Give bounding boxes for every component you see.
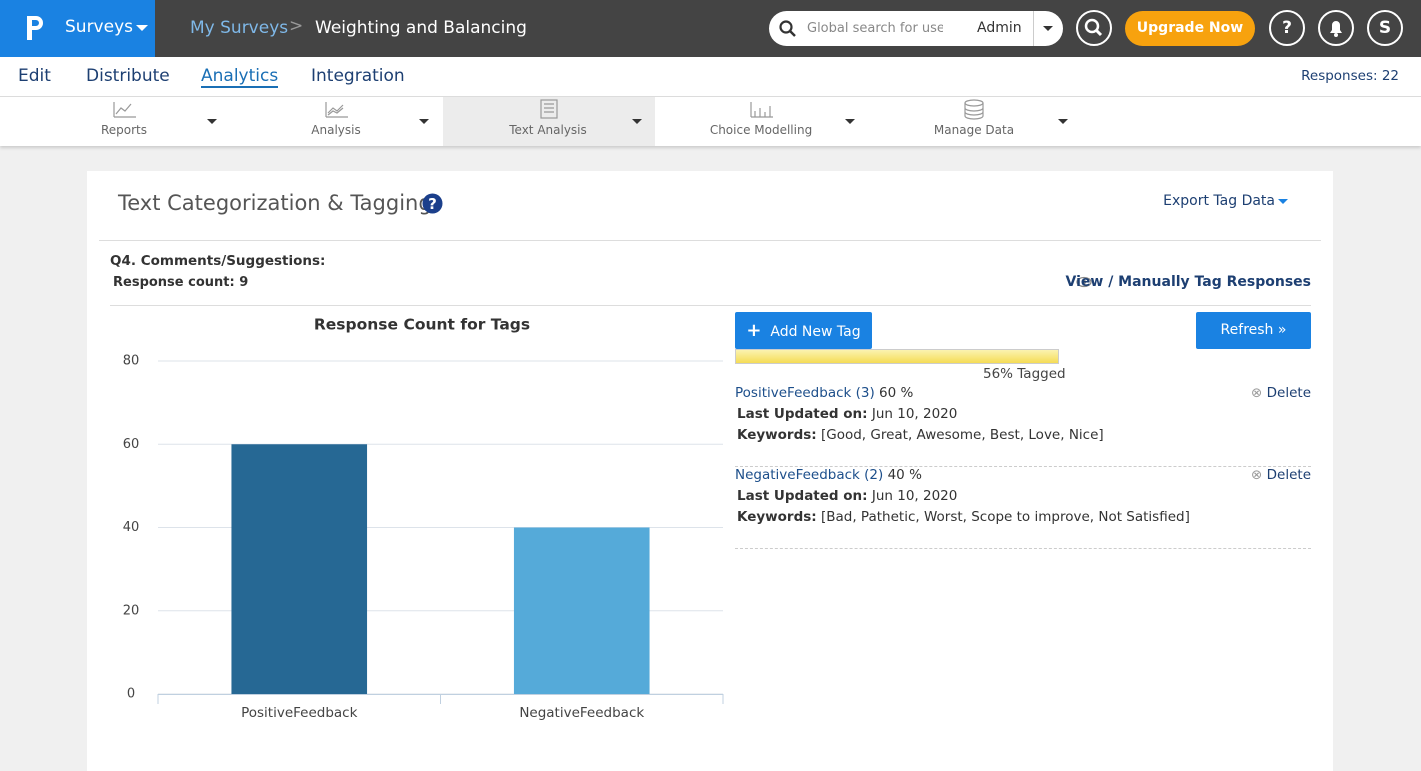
search-button[interactable] xyxy=(1076,10,1112,46)
tag-item: PositiveFeedback (3) 60 % ⊗ Delete Last U… xyxy=(735,385,1311,448)
delete-button[interactable]: ⊗ Delete xyxy=(1251,385,1311,401)
app-name: Surveys xyxy=(65,17,133,37)
avatar[interactable]: S xyxy=(1367,10,1403,46)
caret[interactable] xyxy=(419,119,429,124)
caret[interactable] xyxy=(845,119,855,124)
updated-date: Jun 10, 2020 xyxy=(871,488,958,504)
toolbar-icons xyxy=(113,99,984,120)
keywords-label: Keywords: xyxy=(737,427,817,443)
search-box[interactable]: Global search for user Admin xyxy=(769,11,1063,46)
refresh-label: Refresh » xyxy=(1220,322,1287,338)
role-select[interactable]: Admin xyxy=(977,20,1022,36)
caret[interactable] xyxy=(632,119,642,124)
response-count: Response count: 9 xyxy=(113,275,249,290)
toolbar-item[interactable]: Choice Modelling xyxy=(709,123,813,137)
y-tick-label: 60 xyxy=(123,437,140,452)
top-bar: Surveys My Surveys > Weighting and Balan… xyxy=(0,0,1421,57)
divider xyxy=(99,240,1321,241)
toolbar-item[interactable]: Reports xyxy=(100,123,148,137)
updated-label: Last Updated on: xyxy=(737,406,868,422)
panel: Text Categorization & Tagging ? Export T… xyxy=(87,171,1333,771)
refresh-button[interactable]: Refresh » xyxy=(1196,312,1311,349)
search-icon xyxy=(779,20,796,37)
nav-bar: Edit Distribute Analytics Integration Re… xyxy=(0,57,1421,97)
nav-item[interactable]: Edit xyxy=(18,66,51,86)
progress-bar xyxy=(735,349,1059,364)
nav-item[interactable]: Integration xyxy=(311,66,405,86)
search-placeholder: Global search for user xyxy=(807,21,943,36)
tag-name[interactable]: NegativeFeedback (2) xyxy=(735,467,884,483)
upgrade-button[interactable]: Upgrade Now xyxy=(1125,11,1255,46)
divider xyxy=(735,548,1311,549)
keywords: [Bad, Pathetic, Worst, Scope to improve,… xyxy=(820,509,1190,525)
tag-percent: 60 % xyxy=(879,385,914,401)
bar xyxy=(513,527,650,694)
divider xyxy=(110,305,1311,306)
bar xyxy=(231,444,368,694)
updated-date: Jun 10, 2020 xyxy=(871,406,958,422)
active-tab-bg xyxy=(443,97,655,146)
caret xyxy=(1043,26,1053,31)
delete-label: Delete xyxy=(1266,385,1311,401)
chart-title: Response Count for Tags xyxy=(314,316,530,334)
y-tick-label: 40 xyxy=(123,520,140,535)
toolbar-item[interactable]: Manage Data xyxy=(933,123,1015,137)
x-tick-label: NegativeFeedback xyxy=(519,705,644,721)
toolbar-item-active[interactable]: Text Analysis xyxy=(509,123,587,137)
toolbar: Reports Analysis Text Analysis Choice Mo… xyxy=(0,97,1421,146)
updated-label: Last Updated on: xyxy=(737,488,868,504)
tag-name[interactable]: PositiveFeedback (3) xyxy=(735,385,875,401)
svg-text:?: ? xyxy=(428,195,437,213)
add-tag-label: Add New Tag xyxy=(770,324,861,340)
tag-item: NegativeFeedback (2) 40 % ⊗ Delete Last U… xyxy=(735,467,1311,530)
logo xyxy=(27,16,43,40)
toolbar-item[interactable]: Analysis xyxy=(311,123,361,137)
caret xyxy=(136,25,148,31)
nav-item[interactable]: Distribute xyxy=(86,66,170,86)
keywords-label: Keywords: xyxy=(737,509,817,525)
eye-icon xyxy=(1076,276,1092,288)
nav-item-active[interactable]: Analytics xyxy=(201,66,279,88)
responses-count: Responses: 22 xyxy=(1301,68,1399,84)
add-tag-button[interactable]: + Add New Tag xyxy=(735,312,872,349)
tag-percent: 40 % xyxy=(887,467,922,483)
divider xyxy=(735,466,1311,467)
notifications[interactable] xyxy=(1318,10,1354,46)
delete-button[interactable]: ⊗ Delete xyxy=(1251,467,1311,483)
panel-title: Text Categorization & Tagging xyxy=(118,191,432,215)
caret xyxy=(1278,199,1288,204)
chart: Response Count for Tags 0 20 40 60 80 Positiv… xyxy=(123,316,724,721)
app-menu[interactable]: Surveys xyxy=(0,0,155,57)
question: Q4. Comments/Suggestions: xyxy=(110,253,326,269)
x-tick-label: PositiveFeedback xyxy=(241,705,358,721)
divider xyxy=(1033,11,1034,46)
help-icon[interactable]: ? xyxy=(422,193,443,214)
caret[interactable] xyxy=(207,119,217,124)
delete-label: Delete xyxy=(1266,467,1311,483)
breadcrumb-sep: > xyxy=(289,16,304,36)
export-menu[interactable]: Export Tag Data xyxy=(1163,193,1275,209)
y-tick-label: 80 xyxy=(123,354,140,369)
view-tag-link[interactable]: View / Manually Tag Responses xyxy=(1065,274,1312,290)
help-button[interactable]: ? xyxy=(1269,10,1305,46)
breadcrumb-link[interactable]: My Surveys xyxy=(190,18,289,38)
breadcrumb-current: Weighting and Balancing xyxy=(315,18,527,38)
y-tick-label: 0 xyxy=(127,687,135,702)
y-tick-label: 20 xyxy=(123,603,140,618)
keywords: [Good, Great, Awesome, Best, Love, Nice] xyxy=(820,427,1104,443)
progress-label: 56% Tagged xyxy=(983,366,1066,382)
caret[interactable] xyxy=(1058,119,1068,124)
